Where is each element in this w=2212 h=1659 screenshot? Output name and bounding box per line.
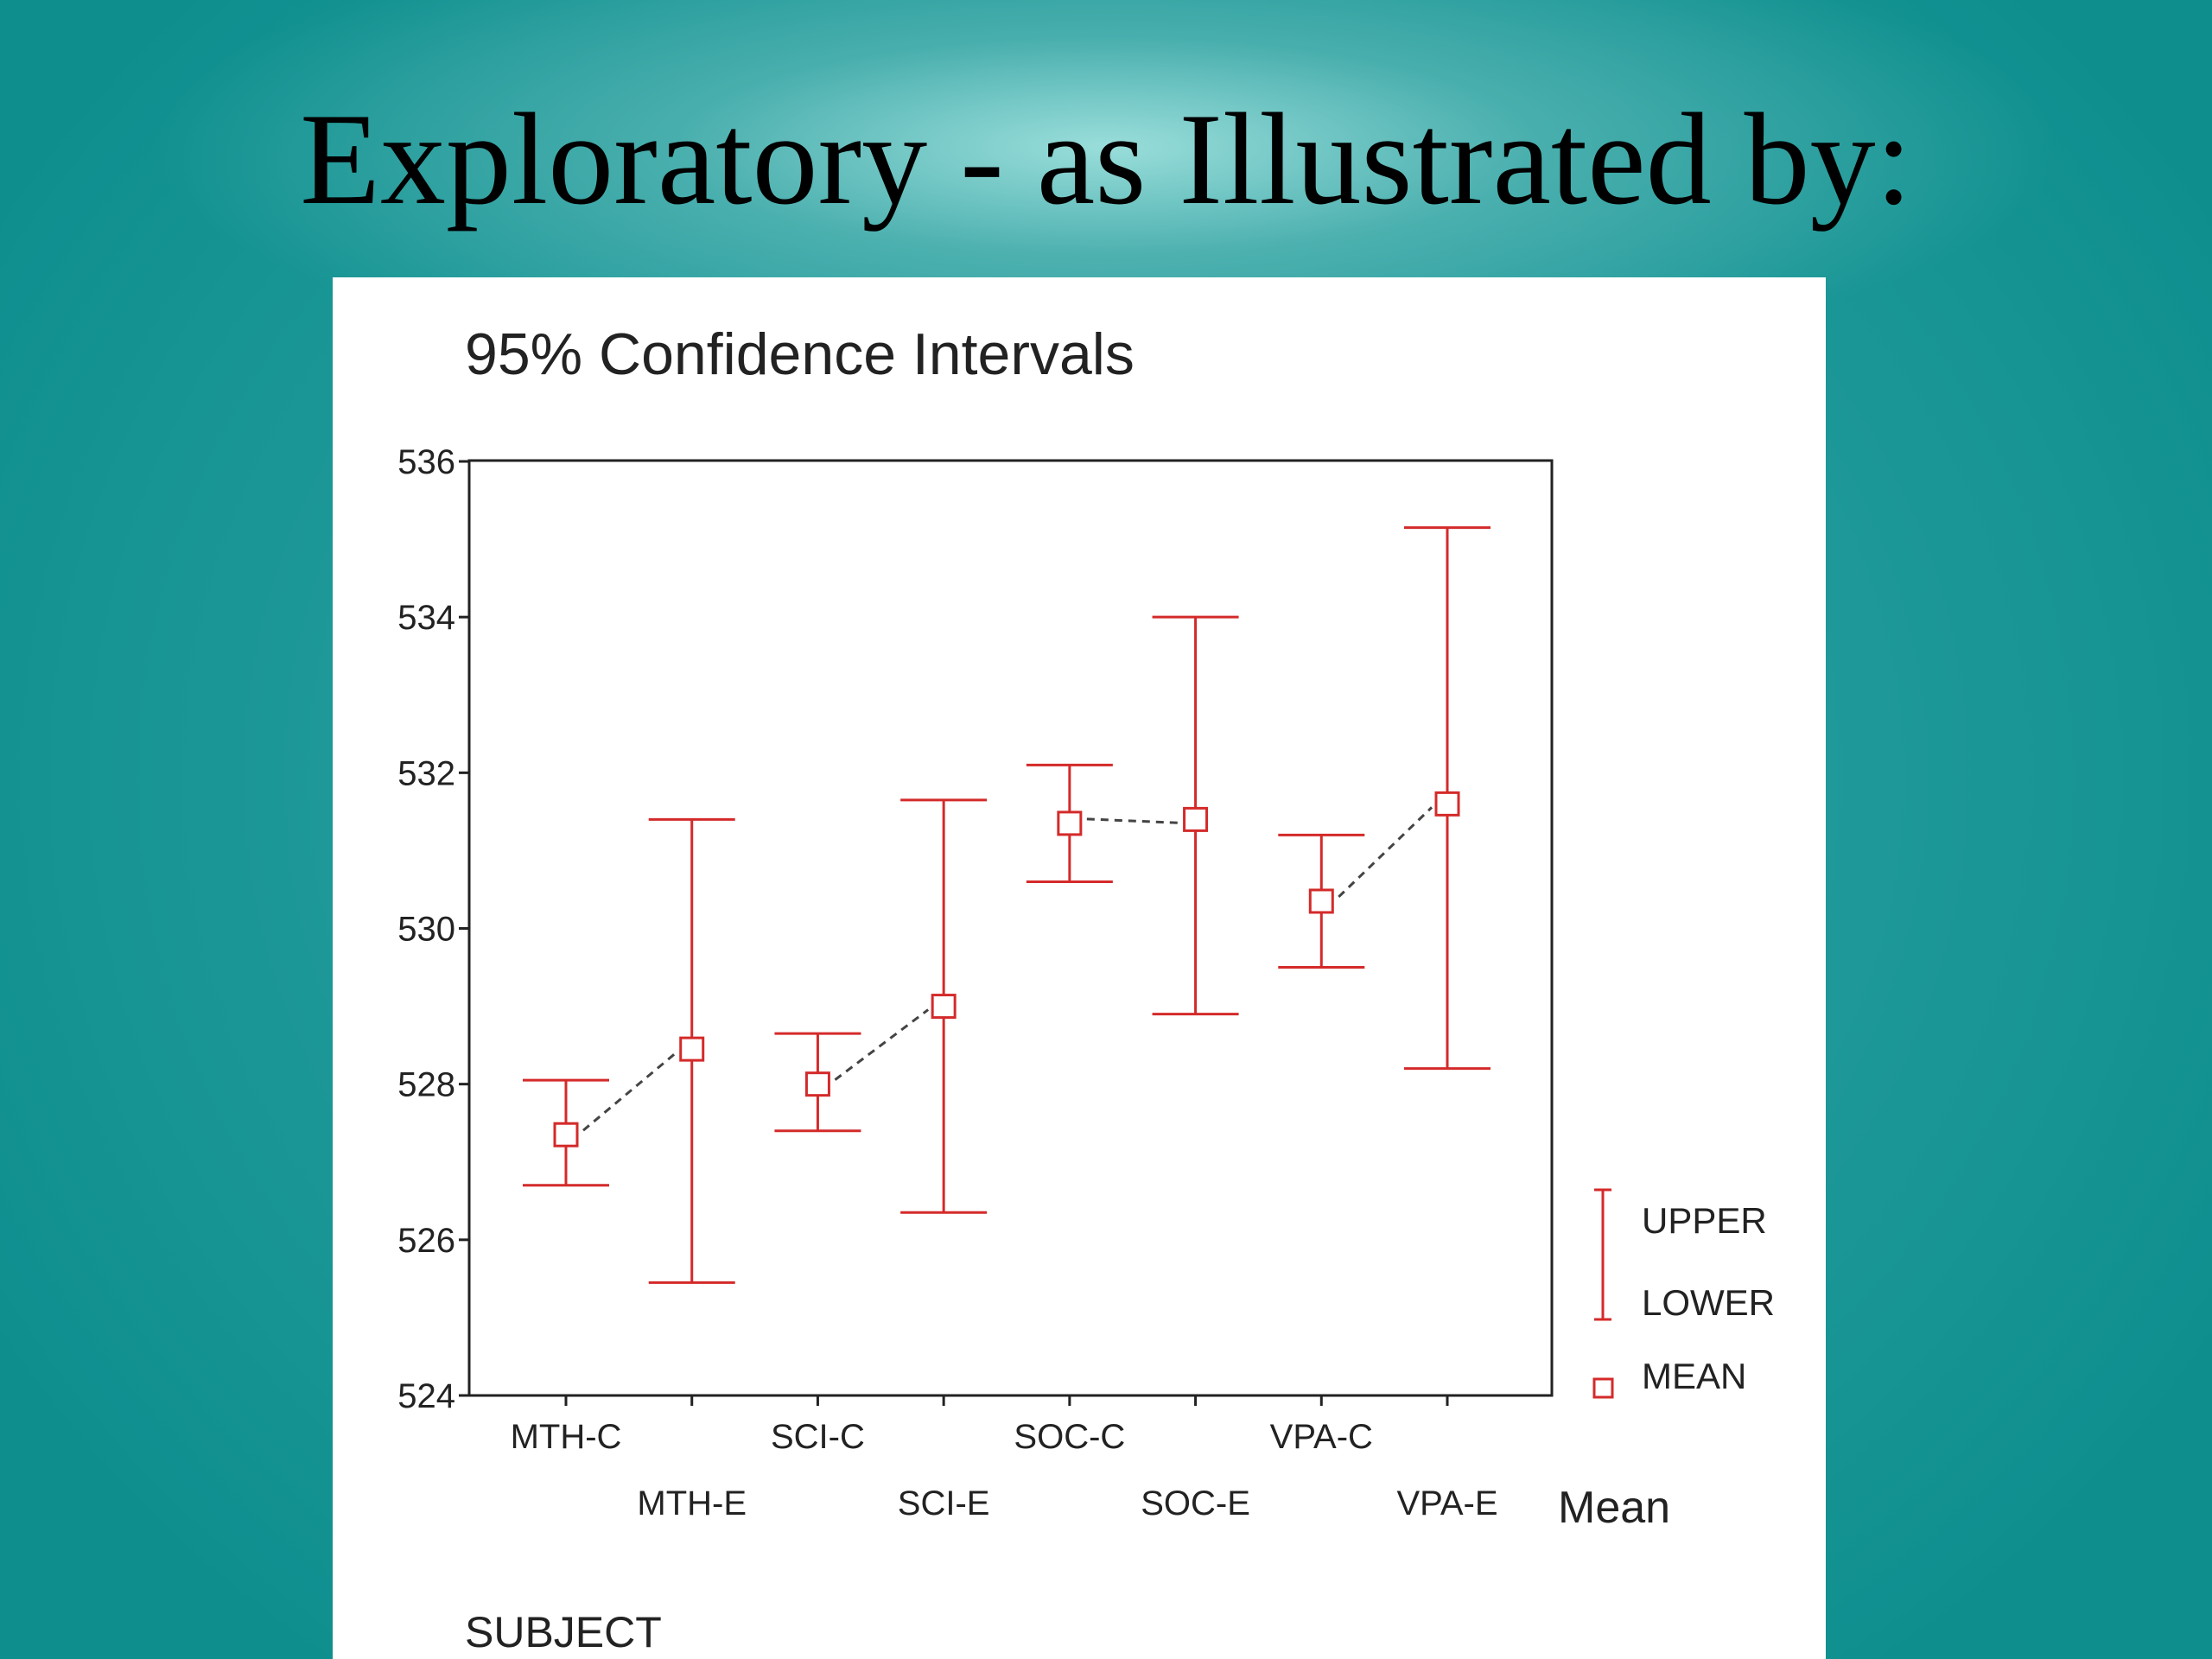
y-tick-label-534: 534: [397, 599, 455, 637]
y-tick-label-524: 524: [397, 1377, 455, 1415]
x-axis-label: SUBJECT: [465, 1608, 662, 1656]
legend-title: Mean: [1558, 1483, 1670, 1533]
mean-marker-vpa-c: [1308, 888, 1334, 914]
legend-upper-label: UPPER: [1642, 1200, 1767, 1241]
plot-area-frame: [467, 459, 1554, 1397]
connector-sci-c-sci-e: [834, 1008, 930, 1081]
mean-connectors: [582, 806, 1433, 1132]
slide-title: Exploratory - as Illustrated by:: [300, 86, 1912, 232]
mean-marker-mth-c: [553, 1122, 579, 1147]
mean-marker-sci-e: [931, 994, 957, 1020]
interval-series: [523, 526, 1491, 1284]
y-tick-label-536: 536: [397, 443, 455, 481]
confidence-interval-chart: 95% Confidence Intervals 524 526 528 530 532…: [397, 321, 1775, 1656]
legend: Mean UPPER LOWER MEAN: [1558, 1188, 1775, 1533]
x-tick-label-mth-c: MTH-C: [511, 1418, 622, 1456]
y-tick-label-528: 528: [397, 1066, 455, 1104]
y-tick-label-530: 530: [397, 911, 455, 949]
connector-mth-c-mth-e: [582, 1051, 677, 1132]
x-axis: MTH-C MTH-E SCI-C SCI-E SOC-C SOC-E VPA-C VPA-E: [511, 1395, 1498, 1522]
y-tick-label-526: 526: [397, 1222, 455, 1260]
legend-mean-label: MEAN: [1642, 1356, 1746, 1396]
connector-vpa-c-vpa-e: [1338, 806, 1433, 899]
x-tick-label-sci-c: SCI-C: [771, 1418, 865, 1456]
mean-marker-sci-c: [804, 1071, 830, 1097]
mean-marker-mth-e: [679, 1036, 705, 1062]
mean-marker-vpa-e: [1434, 791, 1460, 817]
x-tick-label-mth-e: MTH-E: [637, 1484, 747, 1522]
x-tick-label-soc-c: SOC-C: [1014, 1418, 1125, 1456]
chart-panel: 95% Confidence Intervals 524 526 528 530 532…: [333, 277, 1826, 1659]
mean-marker-soc-c: [1057, 810, 1083, 836]
x-tick-label-vpa-c: VPA-C: [1270, 1418, 1373, 1456]
chart-title: 95% Confidence Intervals: [465, 321, 1135, 387]
y-tick-label-532: 532: [397, 754, 455, 792]
x-tick-label-soc-e: SOC-E: [1141, 1484, 1250, 1522]
x-tick-label-vpa-e: VPA-E: [1396, 1484, 1497, 1522]
connector-soc-c-soc-e: [1086, 817, 1180, 824]
x-tick-label-sci-e: SCI-E: [898, 1484, 990, 1522]
y-axis: 524 526 528 530 532 534 536: [397, 443, 469, 1415]
legend-mean-icon: [1592, 1377, 1614, 1399]
legend-lower-label: LOWER: [1642, 1282, 1775, 1323]
mean-marker-soc-e: [1183, 806, 1209, 832]
